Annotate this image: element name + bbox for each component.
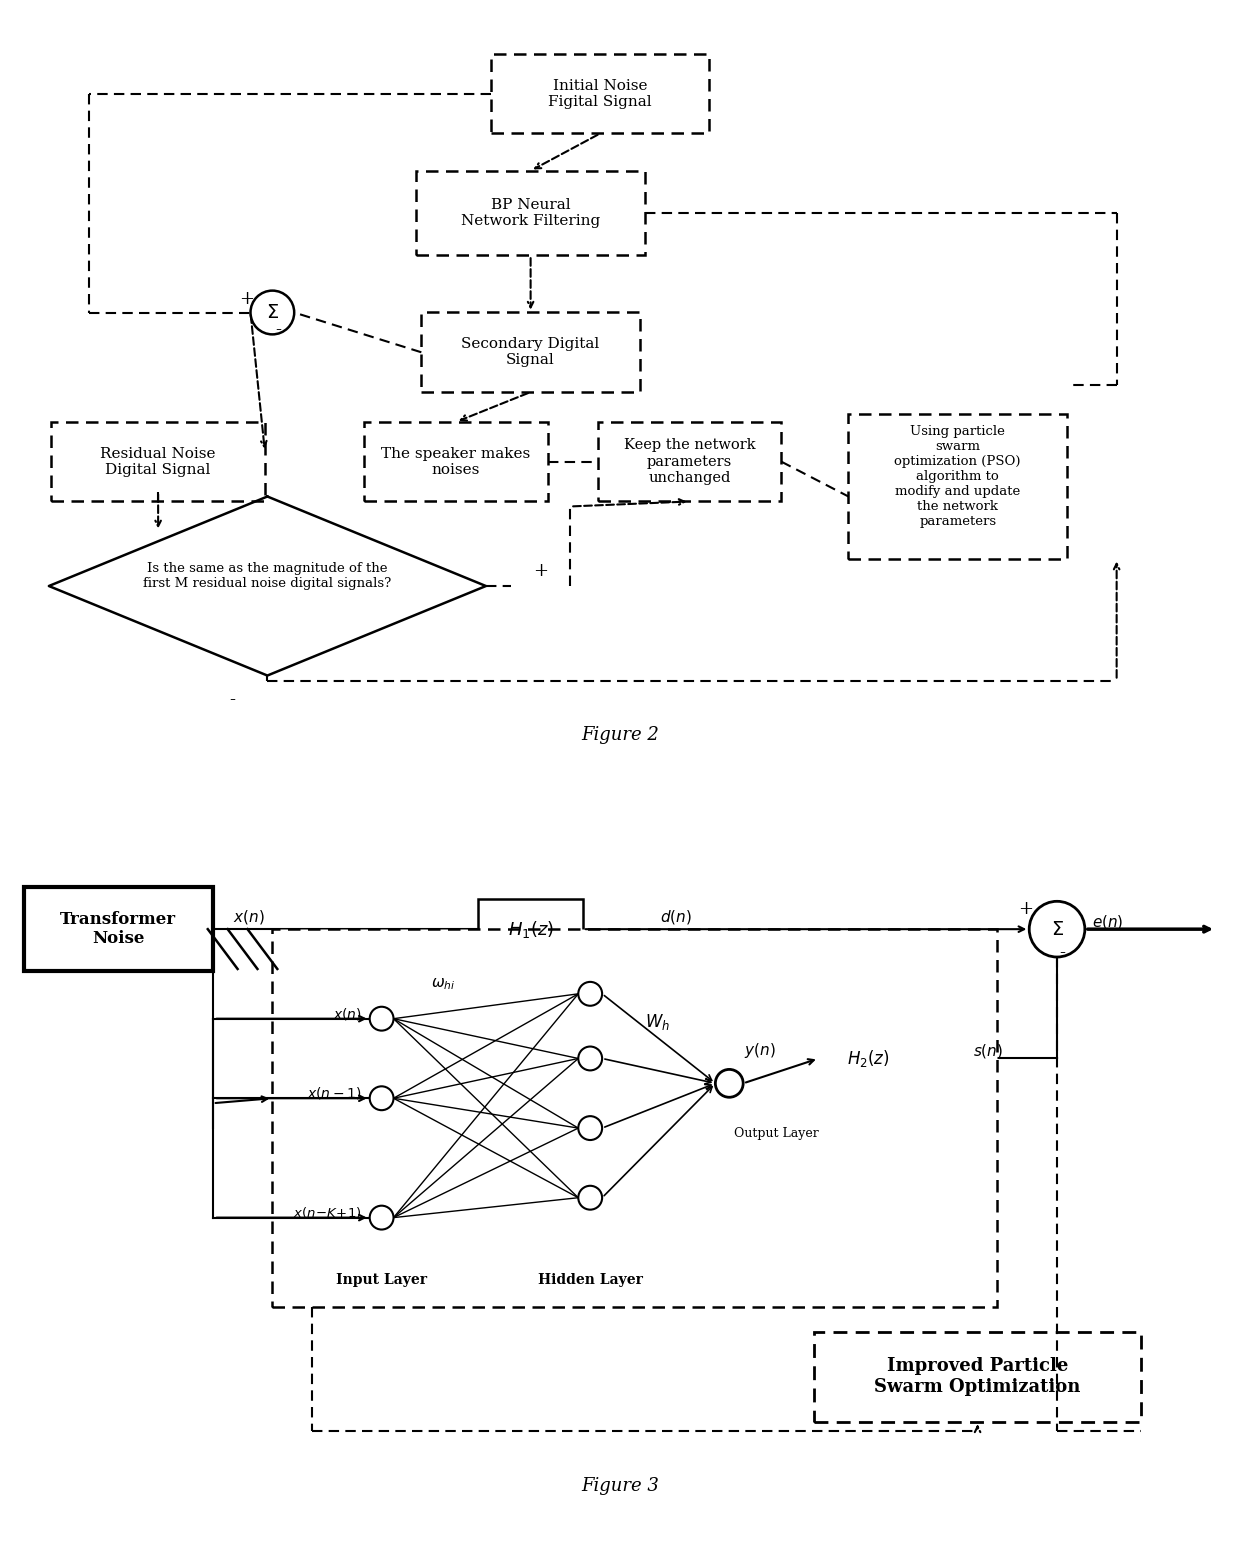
Bar xyxy=(491,54,709,133)
Text: $d(n)$: $d(n)$ xyxy=(660,908,692,927)
Text: $\Sigma$: $\Sigma$ xyxy=(1050,919,1064,939)
Bar xyxy=(479,899,583,959)
Bar xyxy=(365,422,548,502)
Text: Output Layer: Output Layer xyxy=(734,1127,818,1139)
Text: The speaker makes
noises: The speaker makes noises xyxy=(382,446,531,477)
Text: $H_2(z)$: $H_2(z)$ xyxy=(847,1048,889,1070)
Text: Using particle
swarm
optimization (PSO)
algorithm to
modify and update
the netwo: Using particle swarm optimization (PSO) … xyxy=(894,425,1021,529)
Text: -: - xyxy=(275,321,281,339)
Text: $\omega_{hi}$: $\omega_{hi}$ xyxy=(432,976,456,992)
Text: Figure 3: Figure 3 xyxy=(582,1477,658,1496)
Text: $H_1(z)$: $H_1(z)$ xyxy=(507,919,553,939)
Text: $x(n)$: $x(n)$ xyxy=(233,908,264,927)
Polygon shape xyxy=(48,496,486,676)
Text: Hidden Layer: Hidden Layer xyxy=(538,1273,642,1286)
Bar xyxy=(422,313,640,392)
Circle shape xyxy=(578,981,603,1006)
Text: +: + xyxy=(533,563,548,580)
Bar xyxy=(24,887,213,972)
Bar xyxy=(848,414,1066,558)
Bar xyxy=(417,170,645,256)
Text: Residual Noise
Digital Signal: Residual Noise Digital Signal xyxy=(100,446,216,477)
Text: Input Layer: Input Layer xyxy=(336,1273,427,1286)
Text: Transformer
Noise: Transformer Noise xyxy=(61,911,176,947)
Text: $e(n)$: $e(n)$ xyxy=(1091,913,1123,932)
Circle shape xyxy=(715,1070,743,1097)
Circle shape xyxy=(1029,901,1085,956)
Bar xyxy=(598,422,781,502)
Text: -: - xyxy=(229,691,236,710)
Bar xyxy=(813,1331,1142,1421)
Text: $x(n)$: $x(n)$ xyxy=(332,1006,362,1021)
Text: Improved Particle
Swarm Optimization: Improved Particle Swarm Optimization xyxy=(874,1358,1081,1397)
Text: $y(n)$: $y(n)$ xyxy=(744,1042,776,1060)
Text: $W_h$: $W_h$ xyxy=(645,1012,670,1032)
Circle shape xyxy=(250,290,294,335)
Text: Is the same as the magnitude of the
first M residual noise digital signals?: Is the same as the magnitude of the firs… xyxy=(144,563,392,591)
Text: $s(n)$: $s(n)$ xyxy=(972,1042,1003,1060)
Circle shape xyxy=(578,1046,603,1071)
Bar xyxy=(273,928,997,1307)
Circle shape xyxy=(370,1008,393,1031)
Text: Keep the network
parameters
unchanged: Keep the network parameters unchanged xyxy=(624,439,755,485)
Text: BP Neural
Network Filtering: BP Neural Network Filtering xyxy=(461,198,600,228)
Text: Secondary Digital
Signal: Secondary Digital Signal xyxy=(461,338,600,367)
Circle shape xyxy=(370,1087,393,1110)
Bar xyxy=(818,1031,918,1087)
Text: +: + xyxy=(1018,901,1033,918)
Circle shape xyxy=(578,1186,603,1209)
Text: Figure 2: Figure 2 xyxy=(582,727,658,744)
Bar xyxy=(51,422,265,502)
Circle shape xyxy=(578,1116,603,1141)
Text: +: + xyxy=(239,290,254,307)
Text: Initial Noise
Figital Signal: Initial Noise Figital Signal xyxy=(548,79,652,109)
Text: $\Sigma$: $\Sigma$ xyxy=(265,302,279,322)
Text: $x(n-1)$: $x(n-1)$ xyxy=(308,1085,362,1102)
Text: $x(n\!-\!K\!+\!1)$: $x(n\!-\!K\!+\!1)$ xyxy=(293,1206,362,1220)
Circle shape xyxy=(370,1206,393,1229)
Text: -: - xyxy=(1059,944,1065,963)
